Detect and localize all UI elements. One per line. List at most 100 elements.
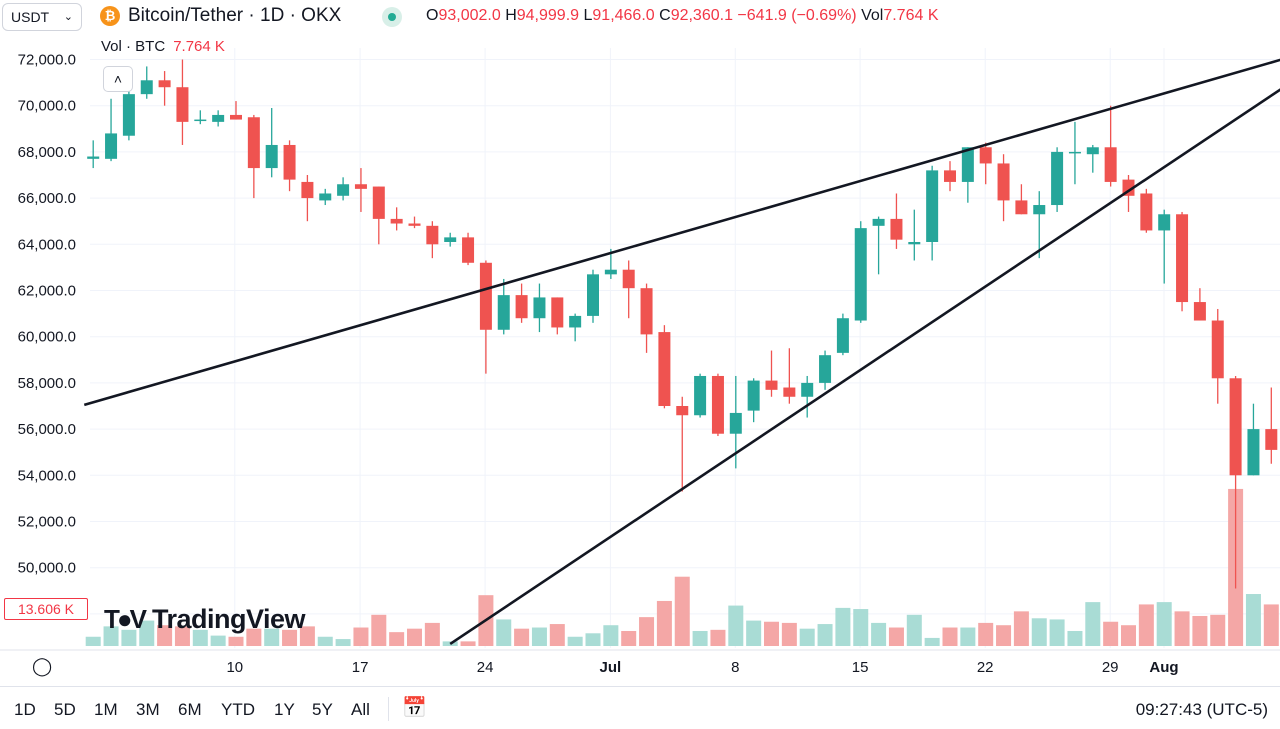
chart-settings-icon[interactable]: ◯ [32, 656, 53, 676]
symbol-title[interactable]: Bitcoin/Tether · 1D · OKX [128, 5, 342, 26]
candle-body [247, 117, 260, 169]
volume-bar [85, 636, 101, 646]
volume-legend: Vol · BTC 7.764 K [101, 38, 225, 55]
volume-bar [389, 632, 405, 646]
volume-bar [121, 629, 137, 646]
volume-value: 7.764 K [883, 7, 939, 24]
candle-body [194, 119, 207, 122]
trendline-upper[interactable] [83, 58, 1280, 407]
candle-body [497, 295, 510, 330]
volume-bar [282, 629, 298, 646]
timeframe-5d[interactable]: 5D [54, 700, 76, 719]
currency-select-value: USDT [11, 9, 50, 25]
timeframe-6m[interactable]: 6M [178, 700, 202, 719]
timeframe-all[interactable]: All [351, 700, 370, 719]
candle-body [533, 297, 546, 319]
y-axis-label: 64,000.0 [18, 236, 76, 253]
volume-bar [781, 622, 797, 646]
candle-body [301, 181, 314, 199]
candle-body [640, 288, 653, 335]
candle-body [676, 406, 689, 416]
candle-body [1015, 200, 1028, 215]
high-value: 94,999.9 [516, 7, 580, 24]
volume-bar [139, 620, 155, 646]
candle-body [622, 269, 635, 289]
candle-body [569, 315, 582, 328]
volume-bar [246, 628, 262, 646]
volume-bar [621, 630, 637, 646]
candle-body [658, 332, 671, 406]
candle-body [1140, 193, 1153, 231]
y-axis-label: 70,000.0 [18, 98, 76, 115]
volume-bar [264, 628, 280, 646]
candle-body [479, 262, 492, 330]
low-label: L [583, 7, 593, 24]
volume-legend-label: Vol · BTC [101, 38, 166, 55]
volume-bar [514, 628, 530, 646]
volume-bar [888, 627, 904, 646]
tradingview-logo[interactable]: T●V TradingView [104, 604, 305, 635]
x-axis-label: Jul [600, 659, 622, 676]
timeframe-ytd[interactable]: YTD [221, 700, 255, 719]
candle-body [1086, 147, 1099, 155]
volume-bar [1013, 611, 1029, 646]
timeframe-1m[interactable]: 1M [94, 700, 118, 719]
volume-bar [424, 622, 440, 646]
volume-bar [942, 627, 958, 646]
timeframe-1y[interactable]: 1Y [274, 700, 295, 719]
candle-body [140, 80, 153, 95]
timeframe-3m[interactable]: 3M [136, 700, 160, 719]
candle-body [979, 147, 992, 164]
x-axis-label: 17 [352, 659, 369, 676]
candle-body [444, 237, 457, 242]
volume-bar [192, 629, 208, 646]
x-axis-label: 22 [977, 659, 994, 676]
candle-body [372, 186, 385, 219]
candle-body [462, 237, 475, 263]
candle-body [819, 355, 832, 383]
market-status-icon[interactable] [382, 7, 402, 27]
volume-bar [1031, 618, 1047, 646]
candle-body [1033, 205, 1046, 215]
candle-body [283, 144, 296, 180]
candle-body [944, 170, 956, 182]
clock-timezone[interactable]: 09:27:43 (UTC-5) [1135, 700, 1268, 719]
currency-select[interactable]: USDT ⌄ [2, 3, 82, 31]
volume-bar [1263, 604, 1279, 646]
volume-bar [1174, 611, 1190, 646]
y-axis-label: 72,000.0 [18, 52, 76, 69]
volume-bar [835, 607, 851, 646]
candle-body [694, 375, 707, 416]
volume-bar [692, 630, 708, 646]
volume-bar [549, 624, 565, 646]
candle-body [105, 133, 118, 159]
chevron-up-icon: ˄ [113, 71, 123, 87]
volume-bar [960, 627, 976, 646]
volume-bar [1156, 602, 1172, 646]
volume-bar [817, 624, 833, 646]
candle-body [212, 114, 225, 122]
volume-bar [1085, 602, 1101, 646]
volume-bar [585, 633, 601, 646]
candle-body [319, 193, 332, 201]
candle-body [1051, 151, 1064, 206]
candle-body [1247, 429, 1260, 476]
tradingview-mark-icon: T●V [104, 604, 147, 634]
candle-body [836, 318, 849, 353]
volume-bar [764, 621, 779, 646]
date-range-calendar-icon[interactable]: 📅 [402, 697, 427, 719]
candle-body [337, 184, 350, 196]
candle-body [265, 144, 278, 169]
trendline-lower[interactable] [449, 86, 1280, 646]
collapse-legend-button[interactable]: ˄ [103, 66, 133, 92]
y-axis-label: 56,000.0 [18, 421, 76, 438]
candle-body [1068, 151, 1081, 154]
timeframe-5y[interactable]: 5Y [312, 700, 333, 719]
timeframe-1d[interactable]: 1D [14, 700, 36, 719]
candle-body [515, 295, 528, 319]
volume-bar [531, 627, 547, 646]
volume-bar [746, 620, 762, 646]
low-value: 91,466.0 [592, 7, 655, 24]
candle-body [1211, 320, 1224, 379]
